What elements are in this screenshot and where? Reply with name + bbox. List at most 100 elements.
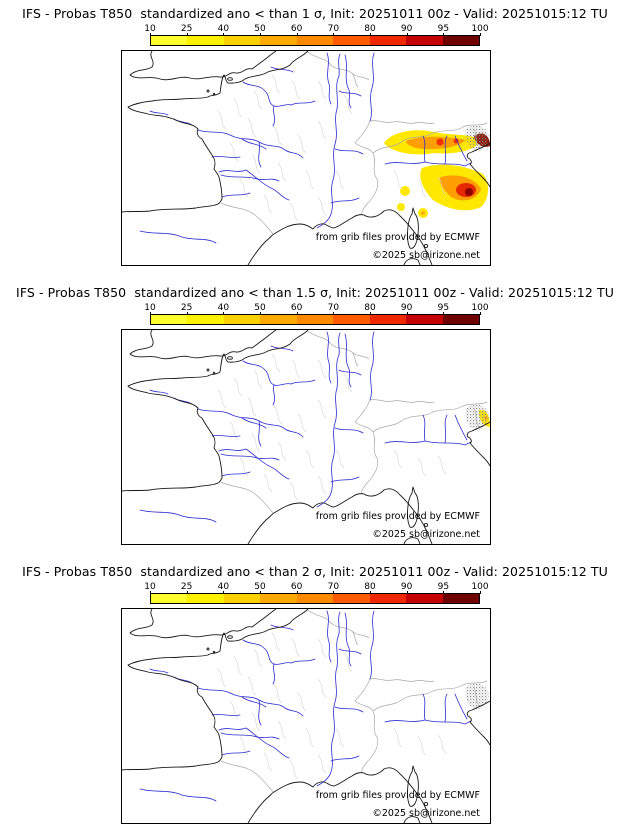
colorbar-segment [369, 36, 407, 45]
colorbar-segment [369, 315, 407, 324]
colorbar-segment [151, 315, 188, 324]
colorbar-tick-label: 80 [364, 582, 376, 592]
national-borders [220, 51, 488, 235]
panel-title: IFS - Probas T850 standardized ano < tha… [16, 285, 614, 300]
rivers [139, 52, 472, 244]
colorbar: 10 25 40 50 60 70 80 90 95 100 [144, 303, 489, 325]
colorbar-tick-mark [333, 591, 335, 594]
colorbar-tick-mark [333, 312, 335, 315]
colorbar-bar [150, 314, 480, 325]
colorbar-segment [333, 315, 370, 324]
colorbar-tick-mark [480, 33, 481, 36]
map-svg: from grib files provided by ECMWF ©2025 … [122, 609, 490, 823]
colorbar-segment [260, 315, 297, 324]
panel-title: IFS - Probas T850 standardized ano < tha… [22, 6, 608, 21]
colorbar-tick-mark [260, 33, 261, 36]
credit-ecmwf: from grib files provided by ECMWF [316, 511, 480, 522]
map-frame: from grib files provided by ECMWF ©2025 … [121, 608, 491, 824]
colorbar-segment [151, 36, 188, 45]
colorbar-tick-mark [260, 591, 261, 594]
colorbar-tick-label: 90 [400, 303, 413, 313]
stipple-terrain [465, 683, 489, 709]
colorbar-segment [296, 594, 334, 603]
credit-ecmwf: from grib files provided by ECMWF [316, 790, 480, 801]
colorbar-tick-label: 60 [290, 303, 303, 313]
coastlines [122, 330, 490, 544]
colorbar-segment [406, 594, 443, 603]
colorbar-tick-mark [370, 591, 371, 594]
colorbar-tick-mark [443, 591, 445, 594]
colorbar-tick-label: 10 [144, 582, 156, 592]
colorbar-segment [223, 315, 261, 324]
colorbar-segment [369, 594, 407, 603]
colorbar-tick-label: 50 [254, 582, 266, 592]
colorbar-segment [442, 315, 479, 324]
colorbar-bar [150, 35, 480, 46]
panel-title: IFS - Probas T850 standardized ano < tha… [22, 564, 608, 579]
colorbar-tick-mark [406, 312, 408, 315]
colorbar-segment [187, 594, 224, 603]
national-borders [220, 609, 488, 793]
colorbar-segment [223, 36, 261, 45]
colorbar-tick-label: 95 [437, 24, 450, 34]
anomaly-overlay-sigma1 [384, 130, 490, 218]
colorbar-tick-mark [480, 591, 481, 594]
map-frame: from grib files provided by ECMWF ©2025 … [121, 50, 491, 266]
colorbar: 10 25 40 50 60 70 80 90 95 100 [144, 24, 489, 46]
colorbar-tick-mark [370, 33, 371, 36]
colorbar-tick-mark [406, 33, 408, 36]
colorbar-segment [333, 36, 370, 45]
map-svg: from grib files provided by ECMWF ©2025 … [122, 330, 490, 544]
colorbar-tick-label: 40 [217, 303, 230, 313]
national-borders [220, 330, 488, 514]
colorbar-segment [442, 36, 479, 45]
admin-borders [217, 74, 447, 222]
colorbar-tick-label: 50 [254, 24, 266, 34]
map-svg: from grib files provided by ECMWF ©2025 … [122, 51, 490, 265]
colorbar-tick-mark [150, 591, 151, 594]
colorbar-tick-mark [223, 33, 225, 36]
colorbar-tick-label: 50 [254, 303, 266, 313]
stipple-terrain [465, 125, 489, 151]
stipple-terrain [465, 404, 489, 430]
map-frame: from grib files provided by ECMWF ©2025 … [121, 329, 491, 545]
colorbar-tick-mark [223, 312, 225, 315]
colorbar-tick-mark [443, 33, 445, 36]
colorbar-tick-mark [370, 312, 371, 315]
credit-copyright: ©2025 sb@irizone.net [372, 529, 480, 540]
colorbar-tick-label: 70 [327, 24, 340, 34]
colorbar-tick-mark [406, 591, 408, 594]
colorbar-tick-label: 100 [471, 582, 489, 592]
admin-borders [217, 353, 447, 501]
colorbar-tick-mark [333, 33, 335, 36]
colorbar-tick-label: 90 [400, 582, 413, 592]
credit-copyright: ©2025 sb@irizone.net [372, 808, 480, 819]
colorbar-tick-label: 90 [400, 24, 413, 34]
colorbar-segment [296, 36, 334, 45]
panel: IFS - Probas T850 standardized ano < tha… [0, 6, 630, 281]
admin-borders [217, 632, 447, 780]
colorbar-segment [187, 315, 224, 324]
colorbar-tick-label: 25 [180, 582, 193, 592]
colorbar-tick-mark [150, 33, 151, 36]
colorbar-segment [406, 315, 443, 324]
colorbar-tick-mark [480, 312, 481, 315]
colorbar-tick-mark [296, 591, 298, 594]
colorbar-tick-mark [223, 591, 225, 594]
panel: IFS - Probas T850 standardized ano < tha… [0, 564, 630, 839]
colorbar-tick-label: 10 [144, 303, 156, 313]
colorbar-segment [442, 594, 479, 603]
colorbar-tick-label: 70 [327, 303, 340, 313]
colorbar-tick-label: 80 [364, 24, 376, 34]
colorbar-tick-label: 25 [180, 303, 193, 313]
colorbar-tick-label: 10 [144, 24, 156, 34]
colorbar-tick-label: 40 [217, 582, 230, 592]
colorbar-segment [260, 36, 297, 45]
colorbar-tick-mark [260, 312, 261, 315]
colorbar-segment [223, 594, 261, 603]
credit-ecmwf: from grib files provided by ECMWF [316, 232, 480, 243]
coastlines [122, 609, 490, 823]
rivers [139, 331, 472, 523]
rivers [139, 610, 472, 802]
colorbar-tick-label: 70 [327, 582, 340, 592]
